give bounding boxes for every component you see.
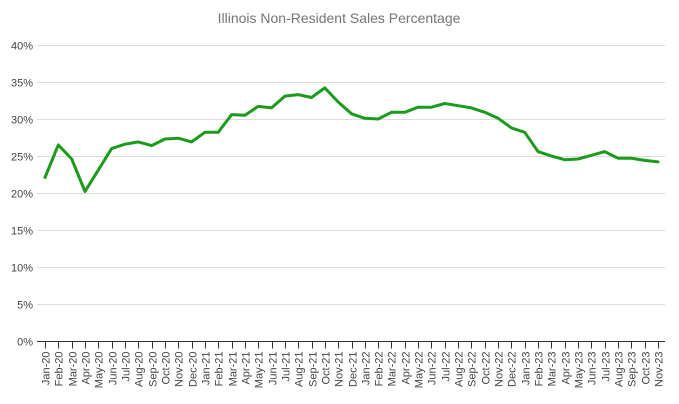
- x-tick-label: Jun-21: [268, 352, 280, 386]
- x-tick-label: Jul-23: [601, 352, 613, 382]
- x-tick-label: Dec-21: [348, 352, 360, 387]
- x-tick-label: Apr-22: [401, 352, 413, 385]
- x-tick-label: Dec-22: [507, 352, 519, 387]
- x-tick-label: Oct-20: [161, 352, 173, 385]
- x-tick-label: Nov-20: [174, 352, 186, 387]
- x-tick-label: Jan-22: [361, 352, 373, 386]
- y-tick-label: 5%: [17, 300, 33, 312]
- x-tick-label: Jul-21: [281, 352, 293, 382]
- x-tick-label: Sep-22: [467, 352, 479, 387]
- x-tick-label: Aug-20: [134, 352, 146, 387]
- y-tick-label: 35%: [11, 78, 33, 90]
- x-tick-label: Nov-22: [494, 352, 506, 387]
- x-tick-label: Jun-22: [427, 352, 439, 386]
- y-tick-label: 40%: [11, 41, 33, 53]
- x-tick-label: Nov-23: [654, 352, 666, 387]
- series-line: [43, 86, 660, 193]
- x-tick-label: Jul-22: [441, 352, 453, 382]
- x-tick-label: Jan-23: [521, 352, 533, 386]
- x-tick-label: Jan-21: [201, 352, 213, 386]
- series-layer: [43, 86, 660, 193]
- chart-title: Illinois Non-Resident Sales Percentage: [218, 10, 461, 26]
- x-tick-label: Jul-20: [121, 352, 133, 382]
- x-tick-label: Aug-22: [454, 352, 466, 387]
- x-axis: Jan-20 Feb-20 Mar-20 Apr-20 May-20 Jun-20 Jul-…: [37, 341, 666, 389]
- y-tick-label: 0%: [17, 337, 33, 349]
- x-tick-label: Oct-22: [481, 352, 493, 385]
- x-tick-label: May-23: [574, 352, 586, 389]
- x-tick-label: Feb-21: [214, 352, 226, 387]
- y-tick-label: 20%: [11, 189, 33, 201]
- x-tick-label: Dec-20: [188, 352, 200, 387]
- x-tick-label: Mar-22: [387, 352, 399, 387]
- x-tick-label: May-20: [94, 352, 106, 389]
- y-tick-label: 10%: [11, 263, 33, 275]
- x-tick-label: Sep-23: [627, 352, 639, 387]
- x-tick-label: Sep-21: [308, 352, 320, 387]
- x-tick-label: Feb-22: [374, 352, 386, 387]
- x-tick-label: Sep-20: [148, 352, 160, 387]
- x-tick-label: Mar-23: [547, 352, 559, 387]
- x-tick-label: Mar-20: [68, 352, 80, 387]
- y-axis-labels: 0% 5% 10% 15% 20% 25% 30% 35% 40%: [11, 41, 33, 349]
- x-tick-label: May-21: [254, 352, 266, 389]
- x-tick-label: Oct-21: [321, 352, 333, 385]
- x-tick-label: Aug-23: [614, 352, 626, 387]
- x-tick-label: Feb-23: [534, 352, 546, 387]
- y-tick-label: 30%: [11, 115, 33, 127]
- x-tick-label: Mar-21: [228, 352, 240, 387]
- x-tick-label: Jun-20: [108, 352, 120, 386]
- x-tick-label: Nov-21: [334, 352, 346, 387]
- y-tick-label: 25%: [11, 152, 33, 164]
- x-tick-label: Feb-20: [54, 352, 66, 387]
- x-tick-label: May-22: [414, 352, 426, 389]
- x-tick-label: Oct-23: [641, 352, 653, 385]
- y-tick-label: 15%: [11, 226, 33, 238]
- gridlines: [37, 45, 665, 305]
- x-tick-label: Jan-20: [41, 352, 53, 386]
- x-tick-label: Apr-21: [241, 352, 253, 385]
- x-tick-label: Apr-20: [81, 352, 93, 385]
- x-tick-label: Aug-21: [294, 352, 306, 387]
- x-tick-label: Jun-23: [587, 352, 599, 386]
- x-tick-label: Apr-23: [561, 352, 573, 385]
